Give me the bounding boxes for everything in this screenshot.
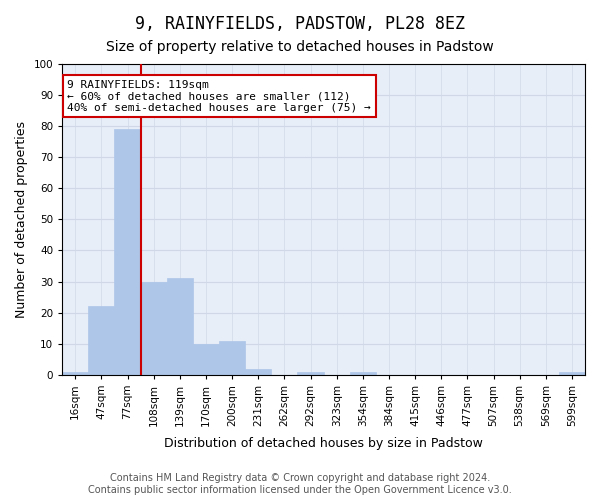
Text: Size of property relative to detached houses in Padstow: Size of property relative to detached ho…	[106, 40, 494, 54]
Bar	[167, 278, 193, 374]
Bar	[88, 306, 115, 374]
Bar	[559, 372, 585, 374]
Bar	[62, 372, 88, 374]
Bar	[219, 340, 245, 374]
Text: Contains HM Land Registry data © Crown copyright and database right 2024.
Contai: Contains HM Land Registry data © Crown c…	[88, 474, 512, 495]
Text: 9 RAINYFIELDS: 119sqm
← 60% of detached houses are smaller (112)
40% of semi-det: 9 RAINYFIELDS: 119sqm ← 60% of detached …	[67, 80, 371, 112]
Bar	[115, 130, 140, 374]
Bar	[350, 372, 376, 374]
Bar	[245, 368, 271, 374]
Bar	[298, 372, 323, 374]
X-axis label: Distribution of detached houses by size in Padstow: Distribution of detached houses by size …	[164, 437, 483, 450]
Bar	[193, 344, 219, 374]
Text: 9, RAINYFIELDS, PADSTOW, PL28 8EZ: 9, RAINYFIELDS, PADSTOW, PL28 8EZ	[135, 15, 465, 33]
Y-axis label: Number of detached properties: Number of detached properties	[15, 121, 28, 318]
Bar	[140, 282, 167, 374]
